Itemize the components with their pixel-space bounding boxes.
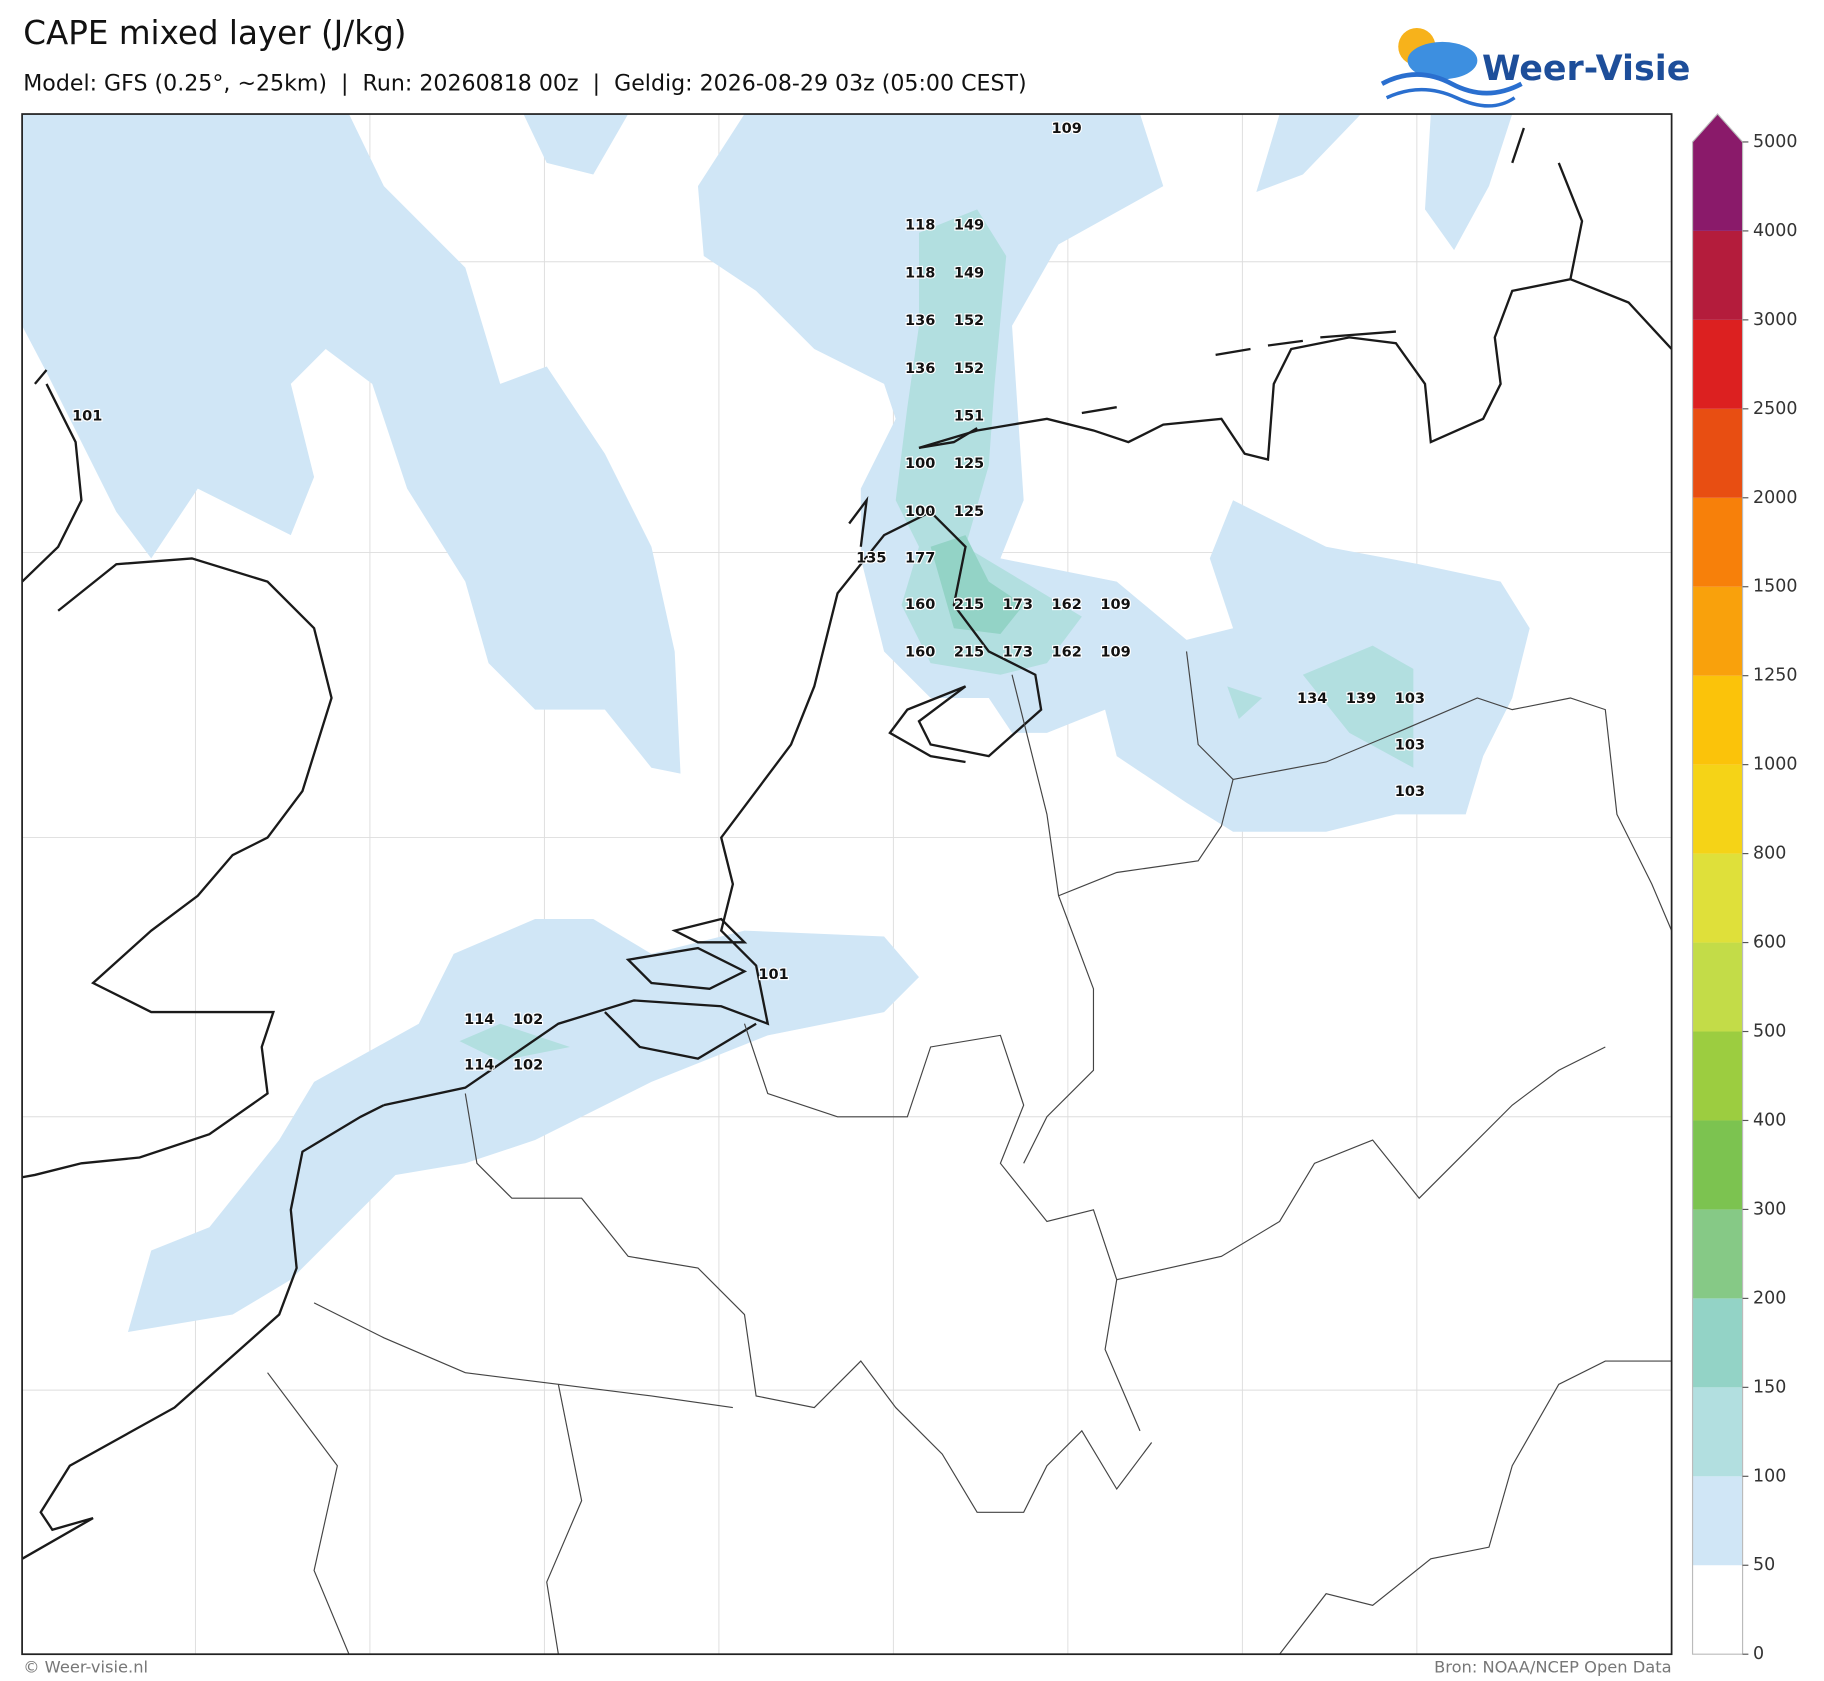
point-label: 162 — [1052, 597, 1082, 613]
point-label: 103 — [1395, 691, 1425, 707]
point-label: 149 — [954, 218, 984, 234]
point-label: 177 — [905, 550, 935, 566]
colorbar-extend — [1692, 114, 1743, 142]
colorbar-band — [1692, 586, 1743, 676]
colorbar-outline — [1691, 113, 1744, 1655]
subtitle: Model: GFS (0.25°, ~25km) | Run: 2026081… — [23, 70, 1026, 96]
colorbar-band — [1692, 675, 1743, 765]
colorbar-band — [1692, 1565, 1743, 1655]
colorbar-band — [1692, 764, 1743, 854]
point-label: 151 — [954, 408, 984, 424]
point-label: 109 — [1100, 597, 1130, 613]
colorbar-band — [1692, 1031, 1743, 1121]
point-label: 160 — [905, 645, 935, 661]
colorbar-label: 200 — [1753, 1288, 1786, 1308]
point-label: 102 — [513, 1058, 543, 1074]
colorbar-label: 150 — [1753, 1377, 1786, 1397]
point-label: 125 — [954, 456, 984, 472]
point-label: 162 — [1052, 645, 1082, 661]
point-label: 139 — [1346, 691, 1376, 707]
point-label: 109 — [1100, 645, 1130, 661]
point-label: 136 — [905, 361, 935, 377]
point-label: 173 — [1003, 645, 1033, 661]
point-label: 152 — [954, 361, 984, 377]
point-label: 125 — [954, 504, 984, 520]
colorbar-label: 4000 — [1753, 221, 1797, 241]
colorbar-band — [1692, 230, 1743, 320]
colorbar-label: 500 — [1753, 1022, 1786, 1042]
point-label: 152 — [954, 313, 984, 329]
colorbar-label: 5000 — [1753, 132, 1797, 152]
point-label: 101 — [72, 408, 102, 424]
colorbar-label: 50 — [1753, 1555, 1775, 1575]
point-label: 135 — [856, 550, 886, 566]
point-label: 100 — [905, 456, 935, 472]
cape-area — [22, 114, 1530, 1332]
colorbar-label: 800 — [1753, 844, 1786, 864]
borders — [267, 651, 1673, 1655]
coastlines — [21, 127, 1673, 1560]
colorbar-band — [1692, 1209, 1743, 1299]
point-label: 160 — [905, 597, 935, 613]
point-label: 102 — [513, 1012, 543, 1028]
colorbar-label: 100 — [1753, 1466, 1786, 1486]
colorbar-label: 1250 — [1753, 666, 1797, 686]
point-label: 136 — [905, 313, 935, 329]
point-label: 149 — [954, 265, 984, 281]
colorbar-band — [1692, 319, 1743, 409]
point-label: 114 — [464, 1012, 494, 1028]
cape-area-150 — [459, 209, 1414, 1061]
title: CAPE mixed layer (J/kg) — [23, 14, 406, 52]
colorbar-label: 400 — [1753, 1110, 1786, 1130]
colorbar-label: 0 — [1753, 1644, 1764, 1664]
colorbar-band — [1692, 942, 1743, 1032]
point-label: 114 — [464, 1058, 494, 1074]
colorbar-label: 300 — [1753, 1199, 1786, 1219]
colorbar-band — [1692, 1298, 1743, 1388]
point-label: 215 — [954, 597, 984, 613]
colorbar-label: 3000 — [1753, 310, 1797, 330]
point-label: 173 — [1003, 597, 1033, 613]
colorbar-band — [1692, 1476, 1743, 1566]
colorbar-band — [1692, 1120, 1743, 1210]
colorbar-label: 2000 — [1753, 488, 1797, 508]
footer-right: Bron: NOAA/NCEP Open Data — [1434, 1658, 1672, 1677]
point-label: 101 — [758, 967, 788, 983]
map-frame: 109 118 149 118 149 136 152 136 152 151 100 125 100 1… — [21, 113, 1673, 1656]
logo-text: Weer-Visie — [1482, 49, 1690, 89]
colorbar-label: 2500 — [1753, 399, 1797, 419]
point-label: 100 — [905, 504, 935, 520]
colorbar-label: 1500 — [1753, 577, 1797, 597]
point-label: 118 — [905, 218, 935, 234]
logo: Weer-Visie — [1380, 27, 1690, 108]
point-label: 103 — [1395, 738, 1425, 754]
point-label: 215 — [954, 645, 984, 661]
point-label: 134 — [1297, 691, 1327, 707]
colorbar-band — [1692, 141, 1743, 231]
colorbar-band — [1692, 1387, 1743, 1477]
colorbar-band — [1692, 853, 1743, 943]
colorbar-band — [1692, 497, 1743, 587]
colorbar-band — [1692, 408, 1743, 498]
footer-left: © Weer-visie.nl — [23, 1658, 148, 1677]
point-label: 109 — [1052, 121, 1082, 137]
colorbar-label: 1000 — [1753, 755, 1797, 775]
point-label: 103 — [1395, 784, 1425, 800]
colorbar-label: 600 — [1753, 933, 1786, 953]
point-label: 118 — [905, 265, 935, 281]
